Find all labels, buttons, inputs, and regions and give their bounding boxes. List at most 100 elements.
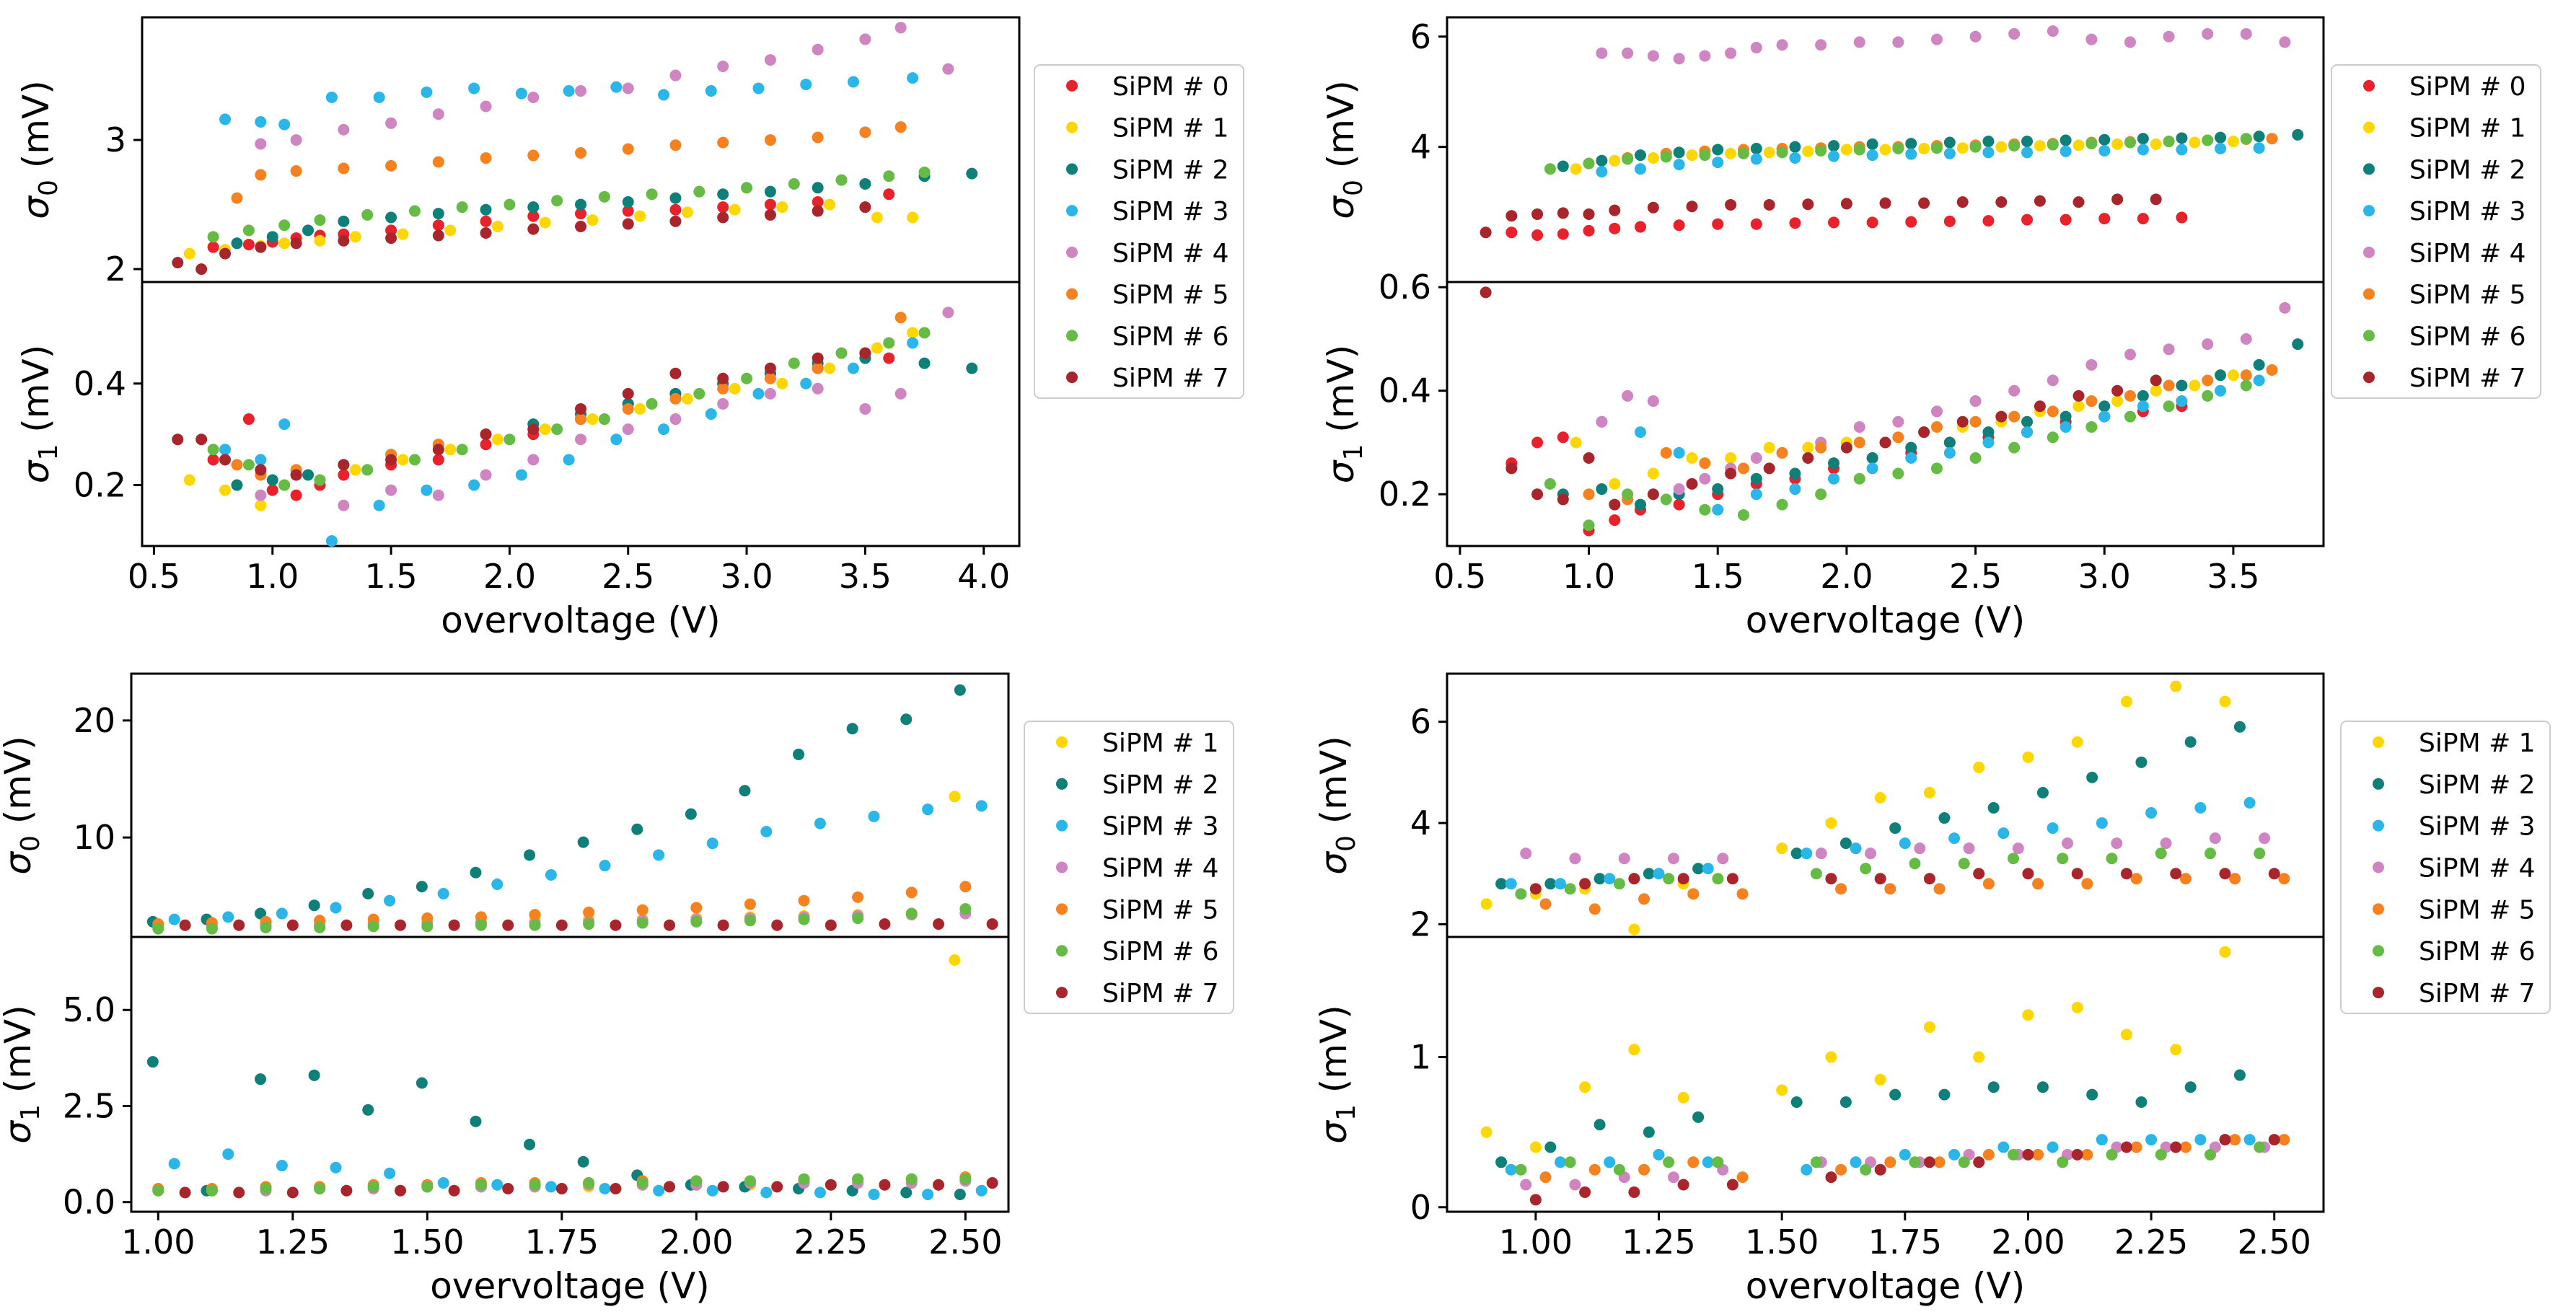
data-point-sigma1 <box>2189 379 2201 392</box>
data-point-sigma0 <box>242 224 255 237</box>
data-point-sigma1 <box>529 1179 541 1191</box>
data-point-sigma0 <box>2179 873 2192 885</box>
data-point-sigma0 <box>1874 791 1886 804</box>
legend-label: SiPM # 7 <box>2409 364 2526 393</box>
data-point-sigma0 <box>717 136 729 149</box>
data-point-sigma1 <box>1853 472 1865 485</box>
data-point-sigma0 <box>1810 868 1822 880</box>
data-point-sigma1 <box>2163 379 2175 392</box>
legend: SiPM # 1 SiPM # 2 SiPM # 3 SiPM # 4 SiPM # 5… <box>1024 721 1234 1014</box>
data-point-sigma1 <box>717 382 729 395</box>
data-point-sigma0 <box>2163 30 2175 43</box>
data-point-sigma0 <box>1505 226 1518 239</box>
data-point-sigma0 <box>949 791 961 803</box>
data-point-sigma1 <box>1609 477 1621 490</box>
data-point-sigma0 <box>1995 196 2008 208</box>
data-point-sigma0 <box>555 919 568 931</box>
data-point-sigma0 <box>1712 144 1724 156</box>
data-point-sigma0 <box>690 902 703 914</box>
data-point-sigma0 <box>1667 853 1679 865</box>
data-point-sigma0 <box>206 923 218 935</box>
data-point-sigma1 <box>634 402 646 415</box>
data-point-sigma1 <box>575 413 586 426</box>
data-point-sigma1 <box>1531 436 1544 449</box>
data-point-sigma0 <box>2163 136 2175 148</box>
data-point-sigma0 <box>1835 883 1847 895</box>
data-point-sigma0 <box>1995 141 2008 153</box>
data-point-sigma1 <box>2106 1148 2118 1161</box>
data-point-sigma1 <box>760 1186 773 1199</box>
data-point-sigma1 <box>1660 446 1672 459</box>
data-point-sigma0 <box>859 126 871 138</box>
data-point-sigma1 <box>1692 1111 1705 1123</box>
data-point-sigma0 <box>1635 221 1647 233</box>
data-point-sigma0 <box>966 167 978 180</box>
data-point-sigma1 <box>551 423 563 436</box>
data-point-sigma0 <box>1840 144 1852 156</box>
data-point-sigma1 <box>515 469 527 481</box>
data-point-sigma0 <box>575 85 586 97</box>
data-point-sigma0 <box>764 134 776 146</box>
x-tick-label: 1.00 <box>121 1223 195 1262</box>
data-point-sigma1 <box>1686 452 1698 464</box>
data-point-sigma0 <box>752 82 765 94</box>
data-point-sigma0 <box>883 188 895 201</box>
legend-label: SiPM # 5 <box>1112 281 1229 310</box>
data-point-sigma0 <box>658 89 670 101</box>
x-axis-label: overvoltage (V) <box>1746 599 2025 641</box>
data-point-sigma1 <box>2034 400 2046 413</box>
data-point-sigma0 <box>2150 193 2162 206</box>
data-point-sigma1 <box>2179 1141 2192 1153</box>
data-point-sigma0 <box>1840 198 1852 210</box>
data-point-sigma0 <box>2137 213 2149 225</box>
data-point-sigma0 <box>278 118 291 131</box>
data-point-sigma1 <box>504 433 516 446</box>
data-point-sigma1 <box>2215 384 2227 397</box>
data-point-sigma0 <box>1933 883 1946 895</box>
data-point-sigma1 <box>502 1183 514 1195</box>
legend-label: SiPM # 4 <box>1102 854 1219 884</box>
data-point-sigma1 <box>764 362 776 374</box>
data-point-sigma1 <box>290 469 302 481</box>
data-point-sigma1 <box>2047 431 2059 444</box>
data-point-sigma1 <box>2137 389 2149 402</box>
x-tick-label: 2.0 <box>1820 557 1873 596</box>
data-point-sigma0 <box>1969 141 1982 153</box>
data-point-sigma1 <box>1776 446 1788 459</box>
data-point-sigma1 <box>207 444 219 456</box>
sigma-symbol: σ <box>0 1120 39 1144</box>
data-point-sigma1 <box>1529 1141 1542 1153</box>
data-point-sigma1 <box>2130 1141 2142 1153</box>
data-point-sigma0 <box>527 149 540 162</box>
data-point-sigma1 <box>1647 488 1659 501</box>
data-point-sigma1 <box>1647 467 1659 480</box>
data-point-sigma1 <box>1539 1171 1552 1184</box>
data-point-sigma1 <box>1892 431 1904 444</box>
data-point-sigma0 <box>852 912 864 925</box>
data-point-sigma0 <box>2130 873 2142 885</box>
data-point-sigma0 <box>2176 132 2188 144</box>
legend-label: SiPM # 7 <box>1102 979 1219 1008</box>
data-point-sigma1 <box>918 357 931 369</box>
data-point-sigma1 <box>2155 1148 2167 1161</box>
x-tick-label: 4.0 <box>957 557 1010 596</box>
data-point-sigma1 <box>1853 421 1865 433</box>
data-point-sigma0 <box>195 263 208 276</box>
data-point-sigma0 <box>183 247 195 260</box>
data-point-sigma0 <box>1973 868 1985 880</box>
data-point-sigma1 <box>788 357 800 369</box>
x-tick-label: 1.50 <box>390 1223 464 1262</box>
data-point-sigma1 <box>2194 1134 2207 1146</box>
data-point-sigma0 <box>1564 883 1576 895</box>
data-point-sigma1 <box>1673 446 1685 459</box>
y-tick-label: 6 <box>1410 17 1431 56</box>
legend-marker <box>1056 945 1068 957</box>
x-tick-label: 1.75 <box>1868 1223 1942 1262</box>
data-point-sigma0 <box>764 54 776 66</box>
x-tick-label: 2.0 <box>483 557 536 596</box>
data-point-sigma0 <box>1647 151 1659 164</box>
data-point-sigma0 <box>812 43 824 56</box>
data-point-sigma0 <box>798 913 810 925</box>
data-point-sigma0 <box>255 241 267 253</box>
data-point-sigma1 <box>444 444 457 456</box>
